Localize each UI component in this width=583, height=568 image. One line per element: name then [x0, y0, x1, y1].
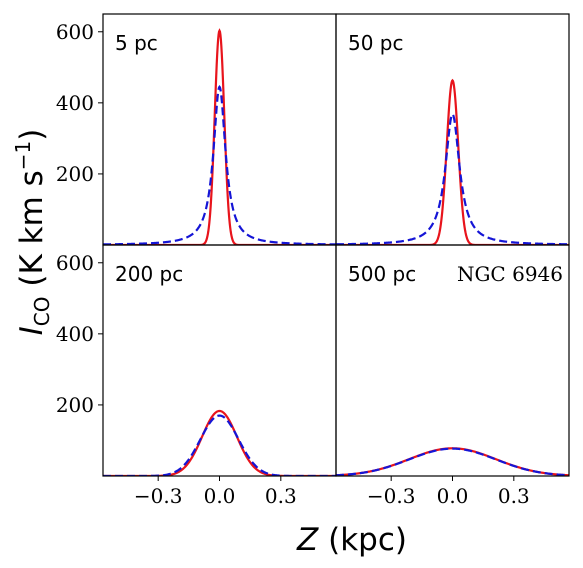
y-tick-label: 600 — [56, 251, 94, 275]
x-tick-label: 0.3 — [265, 484, 297, 508]
x-tick-label: 0.0 — [437, 484, 469, 508]
panel-3-label: 200 pc — [115, 262, 183, 286]
y-tick-label: 600 — [56, 20, 94, 44]
x-tick-label: 0.0 — [204, 484, 236, 508]
y-tick-label: 200 — [56, 162, 94, 186]
galaxy-annotation: NGC 6946 — [457, 262, 563, 286]
panel-1-curve-solid — [103, 28, 336, 245]
panel-4-curve-dashed — [336, 447, 569, 476]
panel-4-label: 500 pc — [348, 262, 416, 286]
y-tick-labels: 200 400 600 200 400 600 — [56, 20, 94, 417]
x-tick-label: 0.3 — [498, 484, 530, 508]
panel-1-label: 5 pc — [115, 31, 158, 55]
x-tick-labels: −0.3 0.0 0.3 −0.3 0.0 0.3 — [134, 484, 530, 508]
x-axis-title: Z (kpc) — [296, 522, 407, 558]
x-tick-label: −0.3 — [367, 484, 416, 508]
panel-1-curve-dashed — [103, 84, 336, 245]
panel-2-curve-dashed — [336, 112, 569, 245]
y-tick-label: 400 — [56, 91, 94, 115]
panel-group: 5 pc 50 pc 200 pc 500 pc NGC 6946 — [98, 13, 570, 481]
y-tick-label: 400 — [56, 322, 94, 346]
panel-3-curve-solid — [103, 409, 336, 476]
panel-2-curve-solid — [336, 78, 569, 245]
y-axis-title: ICO (K km s−1) — [11, 129, 54, 336]
panel-2-label: 50 pc — [348, 31, 404, 55]
panel-3-curve-dashed — [103, 414, 336, 476]
x-tick-label: −0.3 — [134, 484, 183, 508]
y-tick-label: 200 — [56, 393, 94, 417]
